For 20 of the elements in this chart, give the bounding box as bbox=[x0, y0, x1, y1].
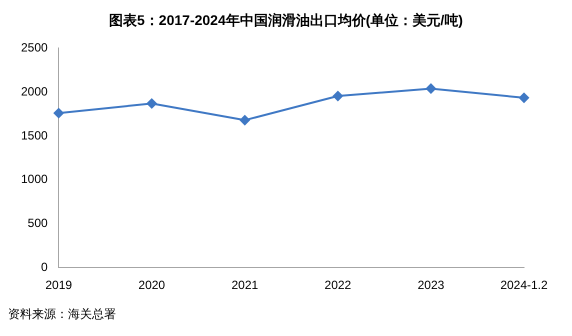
x-tick-label: 2020 bbox=[138, 278, 166, 292]
point bbox=[54, 108, 64, 118]
y-tick-label: 500 bbox=[28, 216, 48, 230]
point bbox=[426, 84, 436, 94]
x-tick-label: 2019 bbox=[45, 278, 72, 292]
y-tick-label: 2000 bbox=[20, 84, 48, 98]
x-tick-label: 2024-1.2 bbox=[500, 278, 548, 292]
point bbox=[146, 98, 157, 108]
chart-title: 图表5：2017-2024年中国润滑油出口均价(单位：美元/吨) bbox=[108, 11, 464, 30]
y-tick-label: 1000 bbox=[20, 172, 48, 186]
y-tick-label: 0 bbox=[41, 260, 48, 274]
text: 资料来源：海关总署 bbox=[8, 306, 117, 323]
y-tick-label: 2500 bbox=[20, 40, 48, 55]
point bbox=[240, 115, 250, 126]
point bbox=[332, 91, 343, 102]
y-tick-label: 1500 bbox=[20, 128, 48, 142]
x-tick-label: 2022 bbox=[324, 278, 352, 292]
x-tick-label: 2021 bbox=[231, 278, 258, 292]
point bbox=[519, 92, 529, 103]
x-tick-label: 2023 bbox=[418, 278, 445, 292]
